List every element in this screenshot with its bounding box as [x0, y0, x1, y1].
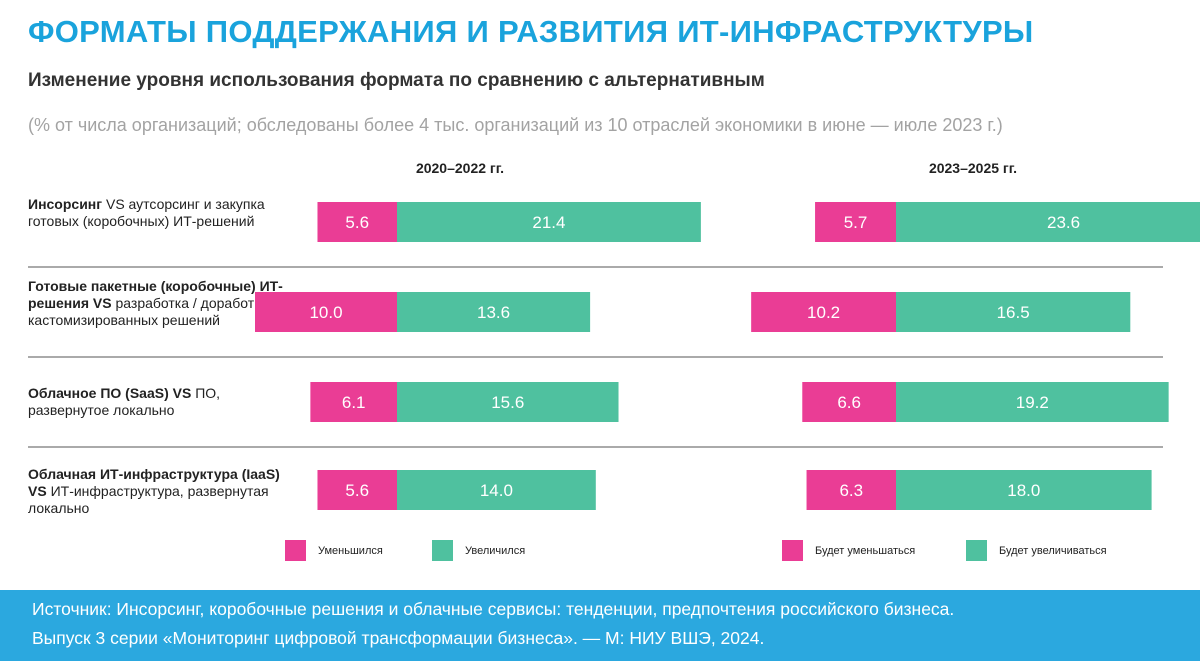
row-label-insourcing: Инсорсинг VS аутсорсинг и закупка готовы…	[28, 196, 288, 230]
data-label-decrease: 6.3	[839, 481, 863, 500]
footer-line-2: Выпуск 3 серии «Мониторинг цифровой тран…	[32, 628, 765, 648]
legend-label: Уменьшился	[318, 544, 383, 557]
data-label-increase: 19.2	[1016, 393, 1049, 412]
bar-decrease	[255, 292, 397, 332]
bar-decrease	[317, 202, 397, 242]
data-label-decrease: 6.6	[837, 393, 861, 412]
legend-label: Будет увеличиваться	[999, 544, 1107, 557]
bar-increase	[896, 470, 1152, 510]
data-label-decrease: 10.0	[309, 303, 342, 322]
data-label-increase: 21.4	[532, 213, 565, 232]
data-label-decrease: 5.7	[844, 213, 868, 232]
legend-swatch-decrease	[782, 540, 803, 561]
bar-decrease	[310, 382, 397, 422]
legend-decrease-right: Будет уменьшаться	[782, 540, 915, 561]
legend-swatch-increase	[966, 540, 987, 561]
chart-canvas: 5.6 21.4 10.0 13.6 6.1 15.6 5.6 14.0 5.7 23.6 10.2…	[28, 202, 1200, 510]
row-label-rest: ИТ-инфраструктура, развернутая локально	[28, 483, 269, 516]
legend-increase-left: Увеличился	[432, 540, 525, 561]
data-label-decrease: 5.6	[345, 213, 369, 232]
legend-swatch-decrease	[285, 540, 306, 561]
bar-increase	[896, 292, 1131, 332]
bar-increase	[397, 202, 701, 242]
page-title: ФОРМАТЫ ПОДДЕРЖАНИЯ И РАЗВИТИЯ ИТ-ИНФРАС…	[28, 14, 1034, 49]
data-label-decrease: 6.1	[342, 393, 366, 412]
chart-note: (% от числа организаций; обследованы бол…	[28, 115, 1003, 135]
footer-line-1: Источник: Инсорсинг, коробочные решения …	[32, 599, 955, 619]
row-label-rest: VS аутсорсинг и закупка готовых (коробоч…	[28, 196, 265, 229]
legend-label: Будет уменьшаться	[815, 544, 916, 557]
bar-increase	[397, 292, 591, 332]
bar-increase	[397, 470, 596, 510]
legend-decrease-left: Уменьшился	[285, 540, 383, 561]
data-label-increase: 14.0	[480, 481, 513, 500]
row-label-iaas: Облачная ИТ-инфраструктура (IaaS) VS ИТ-…	[28, 466, 288, 517]
bar-decrease	[317, 470, 397, 510]
period-label-left: 2020–2022 гг.	[415, 160, 505, 176]
legend-label: Увеличился	[465, 544, 526, 557]
bar-increase	[397, 382, 619, 422]
data-label-decrease: 5.6	[345, 481, 369, 500]
legend-swatch-increase	[432, 540, 453, 561]
chart-subtitle: Изменение уровня использования формата п…	[28, 70, 765, 91]
row-label-bold: Облачное ПО (SaaS) VS	[28, 385, 192, 401]
source-footer: Источник: Инсорсинг, коробочные решения …	[0, 590, 1200, 661]
bar-decrease	[815, 202, 896, 242]
data-label-increase: 16.5	[997, 303, 1030, 322]
row-label-rest: разработка / доработка кастомизированных…	[28, 295, 269, 328]
row-label-boxed: Готовые пакетные (коробочные) ИТ-решения…	[28, 278, 288, 329]
bar-increase	[896, 202, 1200, 242]
row-label-bold: Облачная ИТ-инфраструктура (IaaS) VS	[28, 466, 280, 499]
bar-decrease	[806, 470, 896, 510]
data-label-increase: 18.0	[1007, 481, 1040, 500]
row-label-bold: Инсорсинг	[28, 196, 103, 212]
data-label-increase: 13.6	[477, 303, 510, 322]
data-label-increase: 15.6	[491, 393, 524, 412]
row-label-rest: ПО, развернутое локально	[28, 385, 221, 418]
row-label-saas: Облачное ПО (SaaS) VS ПО, развернутое ло…	[28, 385, 288, 419]
bar-decrease	[802, 382, 896, 422]
bar-increase	[896, 382, 1169, 422]
legend-increase-right: Будет увеличиваться	[966, 540, 1107, 561]
bar-decrease	[751, 292, 896, 332]
period-label-right: 2023–2025 гг.	[928, 160, 1018, 176]
row-label-bold: Готовые пакетные (коробочные) ИТ-решения…	[28, 278, 283, 311]
data-label-decrease: 10.2	[807, 303, 840, 322]
data-label-increase: 23.6	[1047, 213, 1080, 232]
